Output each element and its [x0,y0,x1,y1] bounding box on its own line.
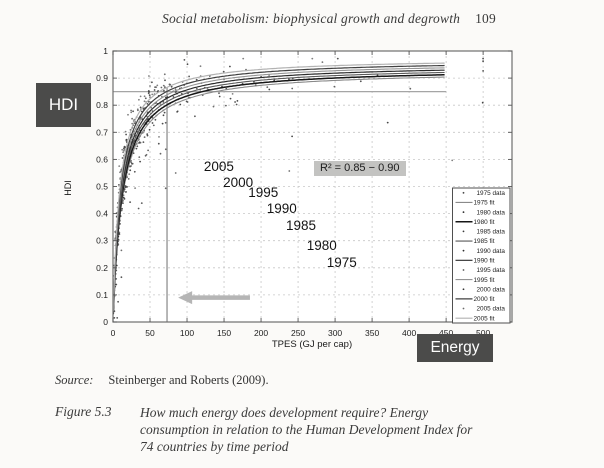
source-line: Source: Steinberger and Roberts (2009). [55,373,269,388]
figure-caption: How much energy does development require… [140,404,480,455]
year-label-1990: 1990 [267,201,297,216]
svg-text:0.7: 0.7 [96,127,108,137]
legend-entry-1990-fit: 1990 fit [455,258,495,265]
svg-text:1980 data: 1980 data [477,209,506,216]
svg-text:0.6: 0.6 [96,154,108,164]
year-label-1985: 1985 [286,218,316,233]
svg-text:0: 0 [111,328,116,338]
running-header: Social metabolism: biophysical growth an… [162,11,496,27]
svg-text:0.5: 0.5 [96,182,108,192]
svg-text:0.2: 0.2 [96,263,108,273]
year-label-2005: 2005 [204,159,234,174]
fit-curve-1975 [112,76,445,315]
year-label-2000: 2000 [223,175,253,190]
fit-curve-1995 [112,67,445,313]
legend-entry-1995-data: 1995 data [462,267,506,274]
fit-curve-2000 [112,64,445,312]
r-squared-annotation: R² = 0.85 − 0.90 [314,161,406,176]
hdi-axis-callout-box: HDI [36,83,91,127]
legend-entry-1980-fit: 1980 fit [455,219,495,226]
svg-text:500: 500 [476,328,490,338]
page-number: 109 [475,11,496,26]
legend-entry-1975-fit: 1975 fit [455,200,495,207]
svg-text:1990 data: 1990 data [477,248,506,255]
source-label: Source: [55,373,94,387]
svg-text:1990 fit: 1990 fit [474,258,495,265]
legend-entry-1980-data: 1980 data [462,209,506,216]
legend-entry-2000-fit: 2000 fit [455,296,495,303]
svg-text:1995 data: 1995 data [477,267,506,274]
figure-caption-line-3: 74 countries by time period [140,439,289,454]
legend-entry-1985-data: 1985 data [462,229,506,236]
svg-text:50: 50 [145,328,155,338]
svg-text:1975 data: 1975 data [477,190,506,197]
running-header-title: Social metabolism: biophysical growth an… [162,11,461,26]
figure-caption-line-1: How much energy does development require… [140,405,429,420]
legend: 1975 data 1975 fit 1980 data 1980 fit 1985 d… [452,187,511,324]
figure-caption-line-2: consumption in relation to the Human Dev… [140,422,473,437]
figure-label: Figure 5.3 [55,404,112,419]
fit-curve-1980 [112,74,445,315]
svg-text:0: 0 [103,317,108,327]
svg-text:150: 150 [217,328,231,338]
x-axis-label: TPES (GJ per cap) [271,339,353,350]
svg-text:200: 200 [254,328,268,338]
svg-text:1985 data: 1985 data [477,229,506,236]
svg-text:350: 350 [365,328,379,338]
svg-text:0.1: 0.1 [96,290,108,300]
legend-entry-2000-data: 2000 data [462,286,506,293]
svg-text:2000 data: 2000 data [477,286,506,293]
y-axis-label: HDI [63,180,73,196]
legend-box [452,187,511,324]
fit-curve-1985 [112,71,445,314]
year-label-1980: 1980 [307,238,337,253]
legend-entry-1985-fit: 1985 fit [455,238,495,245]
fit-curve-2005 [112,62,445,312]
svg-text:100: 100 [180,328,194,338]
svg-text:1: 1 [103,46,108,56]
svg-text:450: 450 [439,328,453,338]
svg-text:2005 data: 2005 data [477,306,506,313]
legend-entry-1975-data: 1975 data [462,190,506,197]
svg-text:0.9: 0.9 [96,73,108,83]
svg-text:0.3: 0.3 [96,236,108,246]
svg-text:1980 fit: 1980 fit [474,219,495,226]
svg-text:0.4: 0.4 [96,209,108,219]
svg-text:1975 fit: 1975 fit [474,200,495,207]
svg-text:0.8: 0.8 [96,100,108,110]
source-text: Steinberger and Roberts (2009). [108,373,269,387]
energy-axis-callout-box: Energy [417,334,493,362]
legend-entry-1990-data: 1990 data [462,248,506,255]
svg-text:1995 fit: 1995 fit [474,277,495,284]
svg-text:2000 fit: 2000 fit [474,296,495,303]
leftward-arrow [178,291,250,305]
year-label-1995: 1995 [248,185,278,200]
svg-text:1985 fit: 1985 fit [474,238,495,245]
svg-text:250: 250 [291,328,305,338]
svg-text:300: 300 [328,328,342,338]
legend-entry-1995-fit: 1995 fit [455,277,495,284]
legend-entry-2005-fit: 2005 fit [455,315,495,322]
svg-text:2005 fit: 2005 fit [474,315,495,322]
legend-entry-2005-data: 2005 data [462,306,506,313]
grid-lines [113,51,512,322]
fit-curves [112,62,445,315]
fit-curve-1990 [112,69,445,314]
svg-text:400: 400 [402,328,416,338]
year-label-1975: 1975 [327,255,357,270]
tick-labels: 0 50 100 150 200 250 300 350 400 450 500 0 0.1 0.2 0.3… [96,46,490,338]
